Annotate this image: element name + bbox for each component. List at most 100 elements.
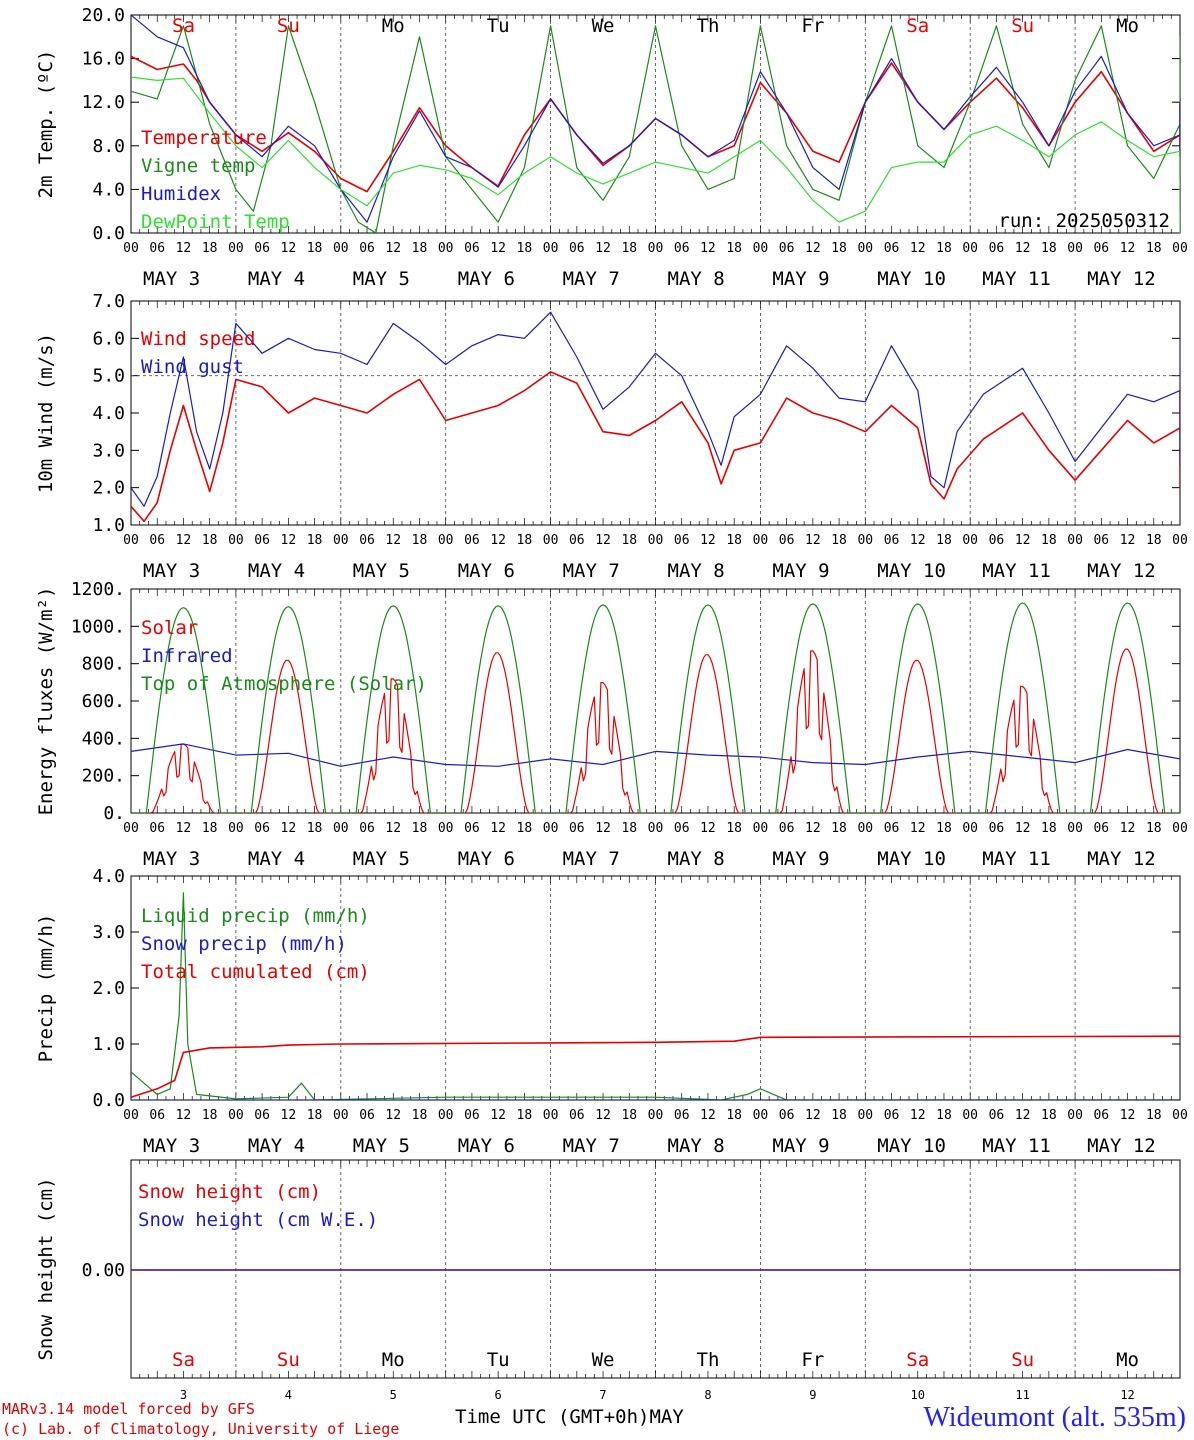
panel-3-series-2 [131, 602, 1180, 813]
panel-3-hour-label: 18 [621, 821, 637, 836]
panel-1-hour-label: 18 [1146, 241, 1162, 256]
panel-3-ytick-label: 800. [82, 654, 125, 675]
panel-1-date-label: MAY 6 [458, 268, 515, 290]
panel-1-ytick-label: 4.0 [92, 179, 125, 200]
panel-3-hour-label: 18 [1146, 821, 1162, 836]
panel-1-hour-label: 12 [910, 241, 926, 256]
panel-1-hour-label: 00 [333, 241, 349, 256]
panel-2-date-label: MAY 8 [668, 560, 725, 582]
panel-3-hour-label: 06 [1093, 821, 1109, 836]
panel-4-series-0 [131, 892, 1180, 1100]
panel-4-hour-label: 06 [989, 1108, 1005, 1123]
panel-3-ytick-label: 600. [82, 691, 125, 712]
panel-2-date-label: MAY 4 [248, 560, 305, 582]
panel-1-hour-label: 06 [674, 241, 690, 256]
panel-1-legend-2: Humidex [141, 183, 221, 205]
panel-2-hour-label: 06 [359, 533, 375, 548]
panel-3-hour-label: 06 [359, 821, 375, 836]
panel-2-hour-label: 00 [1172, 533, 1188, 548]
panel-1-hour-label: 18 [412, 241, 428, 256]
panel-3-hour-label: 18 [726, 821, 742, 836]
panel-4-hour-label: 06 [1093, 1108, 1109, 1123]
panel-1-hour-label: 06 [569, 241, 585, 256]
panel-2-legend-1: Wind gust [141, 356, 244, 378]
panel-3-legend-0: Solar [141, 617, 198, 639]
day-number-label: 7 [599, 1388, 606, 1402]
panel-3-hour-label: 06 [989, 821, 1005, 836]
panel-3-hour-label: 06 [254, 821, 270, 836]
panel-3-ylabel: Energy fluxes (W/m²) [35, 587, 57, 816]
panel-4-date-label: MAY 10 [877, 1135, 946, 1157]
weekday-bottom-label: Sa [172, 1349, 195, 1371]
panel-1-hour-label: 18 [202, 241, 218, 256]
panel-4-hour-label: 06 [674, 1108, 690, 1123]
panel-4-hour-label: 18 [1041, 1108, 1057, 1123]
panel-4-date-label: MAY 11 [982, 1135, 1051, 1157]
weekday-bottom-label: Mo [382, 1349, 405, 1371]
panel-3-legend-2: Top of Atmosphere (Solar) [141, 673, 427, 695]
panel-4-hour-label: 12 [1120, 1108, 1136, 1123]
panel-3-hour-label: 00 [753, 821, 769, 836]
panel-2-hour-label: 12 [1015, 533, 1031, 548]
panel-4-hour-label: 18 [412, 1108, 428, 1123]
panel-3-hour-label: 00 [228, 821, 244, 836]
panel-4-date-label: MAY 5 [353, 1135, 410, 1157]
weekday-bottom-label: Tu [487, 1349, 510, 1371]
panel-3-date-label: MAY 10 [877, 848, 946, 870]
panel-2-ytick-label: 4.0 [92, 403, 125, 424]
panel-3-hour-label: 18 [202, 821, 218, 836]
panel-1-hour-label: 00 [228, 241, 244, 256]
panel-4-hour-label: 12 [805, 1108, 821, 1123]
panel-1-hour-label: 06 [884, 241, 900, 256]
panel-4-hour-label: 18 [831, 1108, 847, 1123]
weekday-top-label: Sa [906, 15, 929, 37]
panel-1-hour-label: 12 [1120, 241, 1136, 256]
panel-4-hour-label: 00 [438, 1108, 454, 1123]
panel-4-hour-label: 00 [753, 1108, 769, 1123]
panel-4-hour-label: 12 [1015, 1108, 1031, 1123]
panel-1-hour-label: 00 [543, 241, 559, 256]
panel-3-series-1 [131, 743, 1180, 767]
panel-4-series-2 [131, 1035, 1180, 1098]
panel-2-hour-label: 12 [385, 533, 401, 548]
panel-3-hour-label: 18 [307, 821, 323, 836]
panel-3-date-label: MAY 9 [772, 848, 829, 870]
panel-1-hour-label: 12 [805, 241, 821, 256]
panel-2-series-1 [131, 311, 1180, 507]
panel-1-date-label: MAY 5 [353, 268, 410, 290]
panel-3-ytick-label: 0. [103, 803, 125, 824]
panel-1-hour-label: 12 [595, 241, 611, 256]
grid-layer [130, 14, 1181, 1379]
panel-3-hour-label: 06 [569, 821, 585, 836]
panel-1-date-label: MAY 10 [877, 268, 946, 290]
panel-3-legend-1: Infrared [141, 645, 233, 667]
weekday-top-label: Su [277, 15, 300, 37]
panel-2-hour-label: 12 [490, 533, 506, 548]
panel-1-hour-label: 06 [254, 241, 270, 256]
panel-3-hour-label: 18 [1041, 821, 1057, 836]
panel-1-ytick-label: 20.0 [82, 5, 125, 26]
panel-2-legend-0: Wind speed [141, 328, 255, 350]
panel-5-ylabel: Snow height (cm) [35, 1177, 57, 1360]
panel-2-hour-label: 06 [779, 533, 795, 548]
panel-1-hour-label: 18 [307, 241, 323, 256]
station-title: Wideumont (alt. 535m) [923, 1402, 1187, 1433]
panel-4-ytick-label: 0.0 [92, 1090, 125, 1111]
panel-4-hour-label: 18 [936, 1108, 952, 1123]
panel-4-legend-1: Snow precip (mm/h) [141, 933, 347, 955]
panel-2-hour-label: 00 [1067, 533, 1083, 548]
panel-2-hour-label: 12 [805, 533, 821, 548]
panel-3-hour-label: 12 [700, 821, 716, 836]
panel-2-hour-label: 18 [307, 533, 323, 548]
panel-3-ytick-label: 200. [82, 766, 125, 787]
panel-4-ytick-label: 3.0 [92, 922, 125, 943]
panel-4-legend-0: Liquid precip (mm/h) [141, 905, 370, 927]
panel-2-hour-label: 06 [1093, 533, 1109, 548]
panel-2-hour-label: 06 [569, 533, 585, 548]
weekday-bottom-label: Su [277, 1349, 300, 1371]
panel-3-hour-label: 06 [674, 821, 690, 836]
panel-3-hour-label: 06 [779, 821, 795, 836]
panel-1-hour-label: 06 [989, 241, 1005, 256]
panel-2-hour-label: 18 [726, 533, 742, 548]
